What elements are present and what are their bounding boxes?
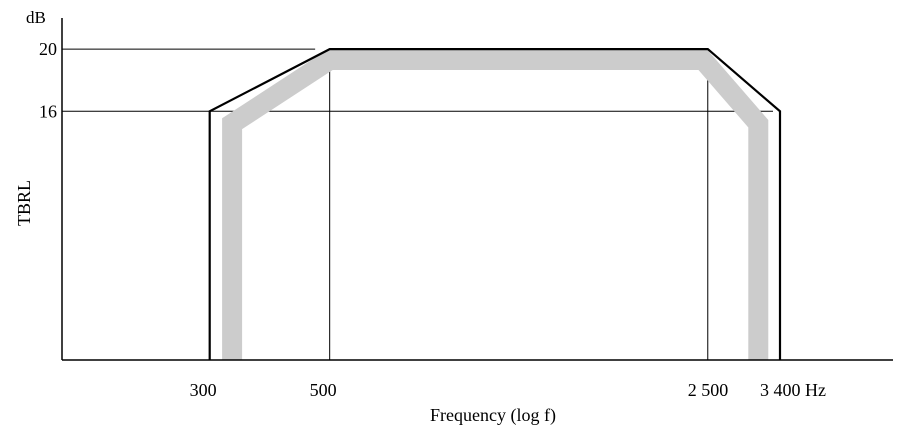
- x-axis-label: Frequency (log f): [430, 405, 556, 426]
- mask-shading-band: [222, 50, 769, 360]
- mask-shading-layer: [222, 50, 769, 360]
- x-tick-label: 2 500: [688, 380, 729, 400]
- y-axis-label: TBRL: [14, 180, 34, 226]
- mask-outline-layer: [208, 47, 782, 360]
- axes: [61, 18, 893, 361]
- y-tick-label: 16: [39, 101, 57, 121]
- x-tick-label: 3 400 Hz: [760, 380, 826, 400]
- reference-lines: [62, 48, 773, 360]
- tick-labels: 16 20 300 500 2 500 3 400 Hz: [39, 39, 826, 400]
- mask-outline-line: [208, 47, 782, 360]
- x-tick-label: 300: [190, 380, 217, 400]
- y-tick-label: 20: [39, 39, 57, 59]
- x-tick-label: 500: [310, 380, 337, 400]
- y-unit-label: dB: [26, 8, 46, 27]
